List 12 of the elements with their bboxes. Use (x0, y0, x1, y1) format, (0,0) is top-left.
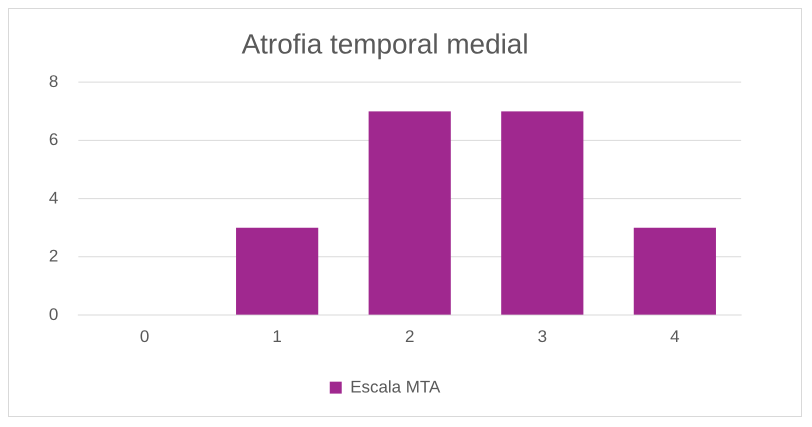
x-tick-label: 3 (538, 326, 548, 346)
y-tick-label: 6 (48, 130, 58, 150)
x-tick-label: 4 (670, 326, 680, 346)
x-tick-label: 2 (405, 326, 414, 346)
x-tick-label: 1 (272, 326, 282, 346)
x-tick-label: 0 (140, 326, 150, 346)
legend-label: Escala MTA (350, 377, 441, 396)
y-tick-label: 0 (48, 304, 58, 324)
y-tick-label: 2 (48, 246, 58, 266)
y-tick-label: 4 (48, 188, 58, 208)
chart-title: Atrofia temporal medial (242, 28, 529, 60)
y-tick-label: 8 (48, 72, 58, 91)
